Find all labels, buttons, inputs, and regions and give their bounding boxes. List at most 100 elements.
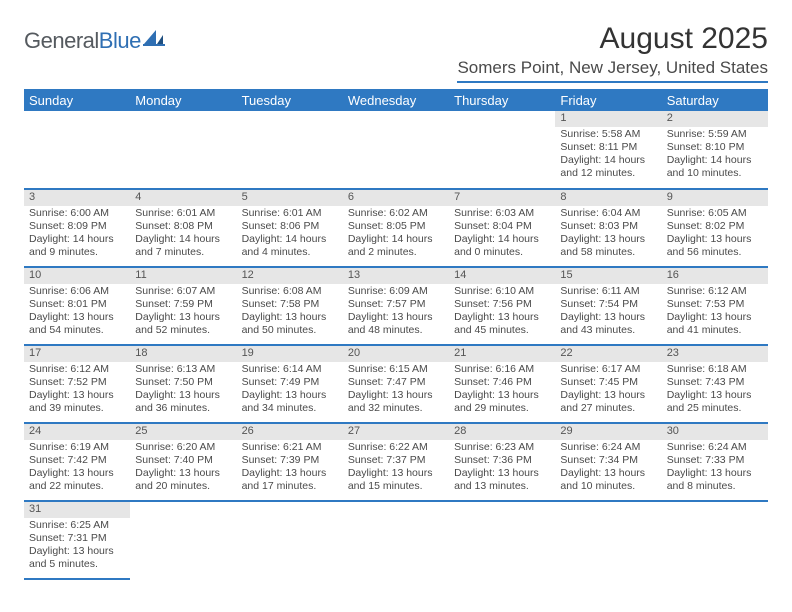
calendar-cell: 31Sunrise: 6:25 AMSunset: 7:31 PMDayligh… xyxy=(24,501,130,579)
sunrise-line: Sunrise: 6:12 AM xyxy=(29,363,125,376)
day-number: 10 xyxy=(24,268,130,284)
sunrise-line: Sunrise: 6:17 AM xyxy=(560,363,656,376)
calendar-row: 17Sunrise: 6:12 AMSunset: 7:52 PMDayligh… xyxy=(24,345,768,423)
calendar-cell: 28Sunrise: 6:23 AMSunset: 7:36 PMDayligh… xyxy=(449,423,555,501)
day-text: Sunrise: 6:24 AMSunset: 7:33 PMDaylight:… xyxy=(662,441,768,496)
sunrise-line: Sunrise: 6:22 AM xyxy=(348,441,444,454)
sunset-line: Sunset: 7:57 PM xyxy=(348,298,444,311)
day-text: Sunrise: 6:23 AMSunset: 7:36 PMDaylight:… xyxy=(449,441,555,496)
location: Somers Point, New Jersey, United States xyxy=(457,58,768,83)
calendar-cell-empty xyxy=(237,111,343,189)
day-header: Wednesday xyxy=(343,89,449,111)
sunrise-line: Sunrise: 6:19 AM xyxy=(29,441,125,454)
day-number: 29 xyxy=(555,424,661,440)
day-text: Sunrise: 6:24 AMSunset: 7:34 PMDaylight:… xyxy=(555,441,661,496)
day-number: 2 xyxy=(662,111,768,127)
day-text: Sunrise: 6:21 AMSunset: 7:39 PMDaylight:… xyxy=(237,441,343,496)
day-number: 22 xyxy=(555,346,661,362)
calendar-page: GeneralBlue August 2025 Somers Point, Ne… xyxy=(0,0,792,580)
daylight-line: Daylight: 13 hours and 13 minutes. xyxy=(454,467,550,493)
sunrise-line: Sunrise: 6:14 AM xyxy=(242,363,338,376)
day-number: 8 xyxy=(555,190,661,206)
daylight-line: Daylight: 14 hours and 9 minutes. xyxy=(29,233,125,259)
calendar-cell: 30Sunrise: 6:24 AMSunset: 7:33 PMDayligh… xyxy=(662,423,768,501)
sunrise-line: Sunrise: 6:16 AM xyxy=(454,363,550,376)
day-text: Sunrise: 6:04 AMSunset: 8:03 PMDaylight:… xyxy=(555,207,661,262)
calendar-cell: 12Sunrise: 6:08 AMSunset: 7:58 PMDayligh… xyxy=(237,267,343,345)
sail-icon xyxy=(143,29,165,52)
sunset-line: Sunset: 7:49 PM xyxy=(242,376,338,389)
day-text: Sunrise: 6:11 AMSunset: 7:54 PMDaylight:… xyxy=(555,285,661,340)
daylight-line: Daylight: 13 hours and 29 minutes. xyxy=(454,389,550,415)
daylight-line: Daylight: 13 hours and 15 minutes. xyxy=(348,467,444,493)
daylight-line: Daylight: 13 hours and 25 minutes. xyxy=(667,389,763,415)
daylight-line: Daylight: 13 hours and 27 minutes. xyxy=(560,389,656,415)
day-text: Sunrise: 6:00 AMSunset: 8:09 PMDaylight:… xyxy=(24,207,130,262)
sunrise-line: Sunrise: 6:01 AM xyxy=(135,207,231,220)
calendar-cell: 15Sunrise: 6:11 AMSunset: 7:54 PMDayligh… xyxy=(555,267,661,345)
daylight-line: Daylight: 13 hours and 17 minutes. xyxy=(242,467,338,493)
calendar-cell: 19Sunrise: 6:14 AMSunset: 7:49 PMDayligh… xyxy=(237,345,343,423)
calendar-cell: 10Sunrise: 6:06 AMSunset: 8:01 PMDayligh… xyxy=(24,267,130,345)
sunset-line: Sunset: 7:47 PM xyxy=(348,376,444,389)
daylight-line: Daylight: 13 hours and 36 minutes. xyxy=(135,389,231,415)
day-number: 1 xyxy=(555,111,661,127)
daylight-line: Daylight: 13 hours and 39 minutes. xyxy=(29,389,125,415)
sunset-line: Sunset: 7:59 PM xyxy=(135,298,231,311)
day-text: Sunrise: 6:05 AMSunset: 8:02 PMDaylight:… xyxy=(662,207,768,262)
calendar-cell: 4Sunrise: 6:01 AMSunset: 8:08 PMDaylight… xyxy=(130,189,236,267)
daylight-line: Daylight: 13 hours and 48 minutes. xyxy=(348,311,444,337)
sunrise-line: Sunrise: 6:15 AM xyxy=(348,363,444,376)
sunset-line: Sunset: 7:50 PM xyxy=(135,376,231,389)
calendar-cell: 2Sunrise: 5:59 AMSunset: 8:10 PMDaylight… xyxy=(662,111,768,189)
daylight-line: Daylight: 14 hours and 0 minutes. xyxy=(454,233,550,259)
daylight-line: Daylight: 13 hours and 58 minutes. xyxy=(560,233,656,259)
day-number: 7 xyxy=(449,190,555,206)
logo-word1: General xyxy=(24,28,99,53)
day-header: Sunday xyxy=(24,89,130,111)
month-title: August 2025 xyxy=(457,22,768,56)
calendar-cell: 23Sunrise: 6:18 AMSunset: 7:43 PMDayligh… xyxy=(662,345,768,423)
calendar-cell: 5Sunrise: 6:01 AMSunset: 8:06 PMDaylight… xyxy=(237,189,343,267)
day-text: Sunrise: 6:10 AMSunset: 7:56 PMDaylight:… xyxy=(449,285,555,340)
calendar-cell: 7Sunrise: 6:03 AMSunset: 8:04 PMDaylight… xyxy=(449,189,555,267)
day-header: Tuesday xyxy=(237,89,343,111)
day-text: Sunrise: 6:03 AMSunset: 8:04 PMDaylight:… xyxy=(449,207,555,262)
day-text: Sunrise: 6:22 AMSunset: 7:37 PMDaylight:… xyxy=(343,441,449,496)
day-number: 9 xyxy=(662,190,768,206)
day-text: Sunrise: 6:15 AMSunset: 7:47 PMDaylight:… xyxy=(343,363,449,418)
logo-word2: Blue xyxy=(99,28,141,53)
calendar-cell: 22Sunrise: 6:17 AMSunset: 7:45 PMDayligh… xyxy=(555,345,661,423)
sunset-line: Sunset: 8:06 PM xyxy=(242,220,338,233)
day-number: 19 xyxy=(237,346,343,362)
sunset-line: Sunset: 7:34 PM xyxy=(560,454,656,467)
sunrise-line: Sunrise: 6:08 AM xyxy=(242,285,338,298)
day-number: 18 xyxy=(130,346,236,362)
day-number: 5 xyxy=(237,190,343,206)
calendar-row: 1Sunrise: 5:58 AMSunset: 8:11 PMDaylight… xyxy=(24,111,768,189)
sunset-line: Sunset: 7:54 PM xyxy=(560,298,656,311)
sunset-line: Sunset: 7:39 PM xyxy=(242,454,338,467)
sunrise-line: Sunrise: 6:24 AM xyxy=(667,441,763,454)
day-number: 13 xyxy=(343,268,449,284)
calendar-cell: 26Sunrise: 6:21 AMSunset: 7:39 PMDayligh… xyxy=(237,423,343,501)
sunset-line: Sunset: 8:05 PM xyxy=(348,220,444,233)
day-number: 28 xyxy=(449,424,555,440)
sunrise-line: Sunrise: 6:25 AM xyxy=(29,519,125,532)
sunset-line: Sunset: 8:01 PM xyxy=(29,298,125,311)
calendar-cell: 29Sunrise: 6:24 AMSunset: 7:34 PMDayligh… xyxy=(555,423,661,501)
calendar-cell-empty xyxy=(662,501,768,579)
day-text: Sunrise: 5:59 AMSunset: 8:10 PMDaylight:… xyxy=(662,128,768,183)
daylight-line: Daylight: 13 hours and 50 minutes. xyxy=(242,311,338,337)
day-text: Sunrise: 6:02 AMSunset: 8:05 PMDaylight:… xyxy=(343,207,449,262)
header: GeneralBlue August 2025 Somers Point, Ne… xyxy=(24,22,768,83)
daylight-line: Daylight: 13 hours and 34 minutes. xyxy=(242,389,338,415)
day-number: 21 xyxy=(449,346,555,362)
sunrise-line: Sunrise: 6:24 AM xyxy=(560,441,656,454)
calendar-row: 24Sunrise: 6:19 AMSunset: 7:42 PMDayligh… xyxy=(24,423,768,501)
day-number: 6 xyxy=(343,190,449,206)
day-text: Sunrise: 5:58 AMSunset: 8:11 PMDaylight:… xyxy=(555,128,661,183)
sunrise-line: Sunrise: 6:20 AM xyxy=(135,441,231,454)
daylight-line: Daylight: 13 hours and 56 minutes. xyxy=(667,233,763,259)
daylight-line: Daylight: 13 hours and 43 minutes. xyxy=(560,311,656,337)
